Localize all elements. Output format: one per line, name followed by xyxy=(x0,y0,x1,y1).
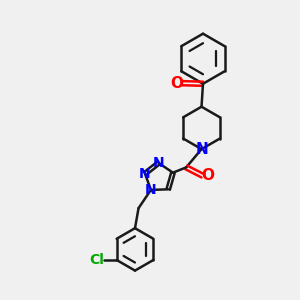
Text: N: N xyxy=(195,142,208,157)
Text: Cl: Cl xyxy=(89,253,104,267)
Text: O: O xyxy=(170,76,183,91)
Text: N: N xyxy=(139,167,151,181)
Text: N: N xyxy=(153,156,164,170)
Text: O: O xyxy=(201,168,214,183)
Text: N: N xyxy=(145,183,157,197)
